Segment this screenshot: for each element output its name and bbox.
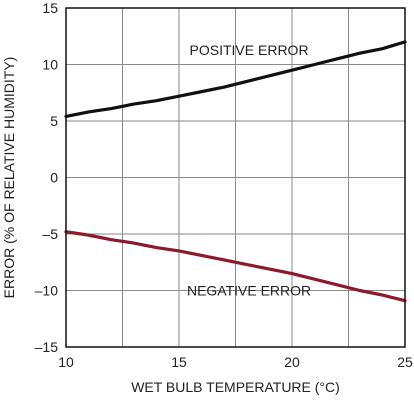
positive-error-line [64, 40, 407, 119]
x-axis-label: WET BULB TEMPERATURE (°C) [131, 379, 340, 395]
series-layer [64, 40, 407, 303]
y-tick-label: –10 [35, 283, 59, 299]
y-tick-label: –5 [42, 226, 58, 242]
y-axis-label: ERROR (% OF RELATIVE HUMIDITY) [1, 57, 17, 299]
plot-frame [65, 7, 406, 348]
y-tick-label: –15 [35, 339, 59, 355]
x-tick-label: 25 [397, 354, 413, 370]
y-tick-label: 10 [42, 57, 58, 73]
negative-error-annotation: NEGATIVE ERROR [187, 283, 311, 299]
annotations: POSITIVE ERROR NEGATIVE ERROR [187, 42, 311, 299]
y-tick-label: 0 [50, 170, 58, 186]
negative-error-line [64, 230, 407, 303]
positive-error-annotation: POSITIVE ERROR [190, 42, 309, 58]
grid [66, 8, 405, 347]
x-tick-label: 15 [171, 354, 187, 370]
y-tick-label: 15 [42, 0, 58, 16]
y-tick-label: 5 [50, 113, 58, 129]
x-tick-label: 10 [58, 354, 74, 370]
x-tick-label: 20 [284, 354, 300, 370]
